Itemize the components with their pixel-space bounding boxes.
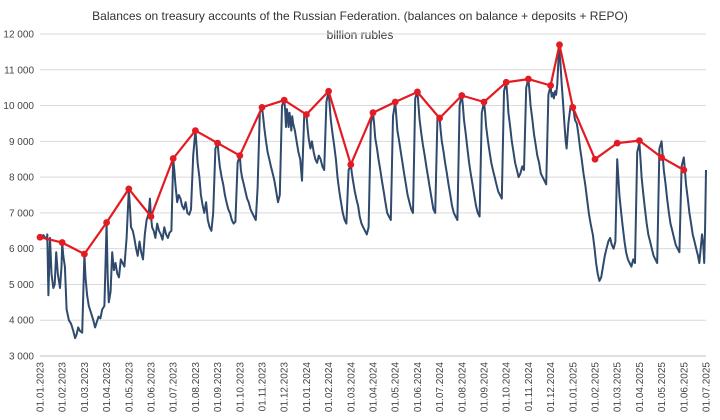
x-tick-label: 01.11.2024 <box>524 362 535 412</box>
x-axis: 01.01.2023 01.02.2023 01.03.2023 01.04.2023… <box>36 355 713 412</box>
monthly-point <box>258 103 266 111</box>
y-tick-label: 11 000 <box>4 65 34 76</box>
x-tick-label: 01.01.2024 <box>302 362 313 412</box>
x-tick-label: 01.10.2023 <box>235 362 246 412</box>
x-tick-label: 01.02.2023 <box>58 362 69 412</box>
x-tick-label: 01.01.2025 <box>568 362 579 412</box>
x-tick-label: 01.08.2024 <box>457 362 468 412</box>
monthly-point <box>169 155 177 162</box>
monthly-point <box>556 41 563 49</box>
y-tick-label: 5 000 <box>9 280 34 291</box>
monthly-point <box>613 139 621 147</box>
x-tick-label: 01.08.2023 <box>191 362 202 412</box>
monthly-point <box>125 185 133 193</box>
y-tick-label: 8 000 <box>9 173 34 184</box>
x-tick-label: 01.06.2023 <box>147 362 158 412</box>
x-tick-label: 01.04.2024 <box>369 362 380 412</box>
series-line-daily <box>39 47 707 340</box>
monthly-point <box>680 166 688 174</box>
monthly-point <box>214 139 222 147</box>
monthly-point <box>414 88 421 96</box>
x-tick-label: 01.12.2024 <box>546 362 557 412</box>
monthly-point <box>636 137 643 145</box>
monthly-point <box>658 154 665 161</box>
x-tick-label: 01.06.2024 <box>413 362 424 412</box>
monthly-point <box>81 250 88 258</box>
y-tick-label: 4 000 <box>9 316 34 327</box>
x-tick-label: 01.03.2023 <box>80 362 91 412</box>
monthly-point <box>325 87 332 95</box>
x-tick-label: 01.04.2025 <box>635 362 646 412</box>
y-tick-label: 10 000 <box>3 101 34 112</box>
monthly-point <box>58 239 66 246</box>
x-tick-label: 01.01.2023 <box>36 362 47 412</box>
x-tick-label: 01.07.2025 <box>702 362 713 412</box>
monthly-point <box>147 213 155 220</box>
x-tick-label: 01.09.2023 <box>213 362 224 412</box>
monthly-point <box>36 233 44 241</box>
monthly-point <box>303 111 310 118</box>
monthly-point <box>502 78 510 86</box>
monthly-point <box>458 92 466 99</box>
chart-subtitle: billion rubles <box>326 28 394 42</box>
monthly-point <box>547 82 554 89</box>
y-tick-label: 9 000 <box>9 137 34 148</box>
x-tick-label: 01.04.2023 <box>102 362 113 412</box>
monthly-point <box>369 109 377 117</box>
monthly-point <box>436 114 443 122</box>
monthly-point <box>569 103 577 111</box>
x-tick-label: 01.06.2025 <box>679 362 690 412</box>
chart-title: Balances on treasury accounts of the Rus… <box>92 9 628 23</box>
y-tick-label: 12 000 <box>3 30 34 41</box>
x-tick-label: 01.02.2025 <box>591 362 602 412</box>
monthly-point <box>280 96 288 104</box>
monthly-point <box>103 219 110 226</box>
x-tick-label: 01.11.2023 <box>258 362 269 412</box>
x-tick-label: 01.03.2024 <box>346 362 357 412</box>
monthly-point <box>236 152 244 160</box>
y-axis: 3 000 4 000 5 000 6 000 7 000 8 000 9 000 10 00… <box>3 30 34 363</box>
x-tick-label: 01.09.2024 <box>480 362 491 412</box>
y-tick-label: 7 000 <box>9 208 34 219</box>
x-tick-label: 01.03.2025 <box>613 362 624 412</box>
monthly-point <box>525 75 532 83</box>
monthly-point <box>192 127 199 134</box>
x-tick-label: 01.12.2023 <box>280 362 291 412</box>
x-tick-label: 01.07.2024 <box>435 362 446 412</box>
x-tick-label: 01.05.2024 <box>391 362 402 412</box>
series-layer <box>36 41 707 340</box>
x-tick-label: 01.05.2023 <box>124 362 135 412</box>
gridlines <box>40 33 706 357</box>
monthly-point <box>391 98 399 106</box>
monthly-point <box>347 161 355 168</box>
x-tick-label: 01.07.2023 <box>169 362 180 412</box>
x-tick-label: 01.02.2024 <box>324 362 335 412</box>
monthly-point <box>480 98 488 106</box>
monthly-point <box>591 155 599 163</box>
x-tick-label: 01.05.2025 <box>657 362 668 412</box>
x-tick-label: 01.10.2024 <box>502 362 513 412</box>
y-tick-label: 3 000 <box>9 352 34 363</box>
y-tick-label: 6 000 <box>9 244 34 255</box>
